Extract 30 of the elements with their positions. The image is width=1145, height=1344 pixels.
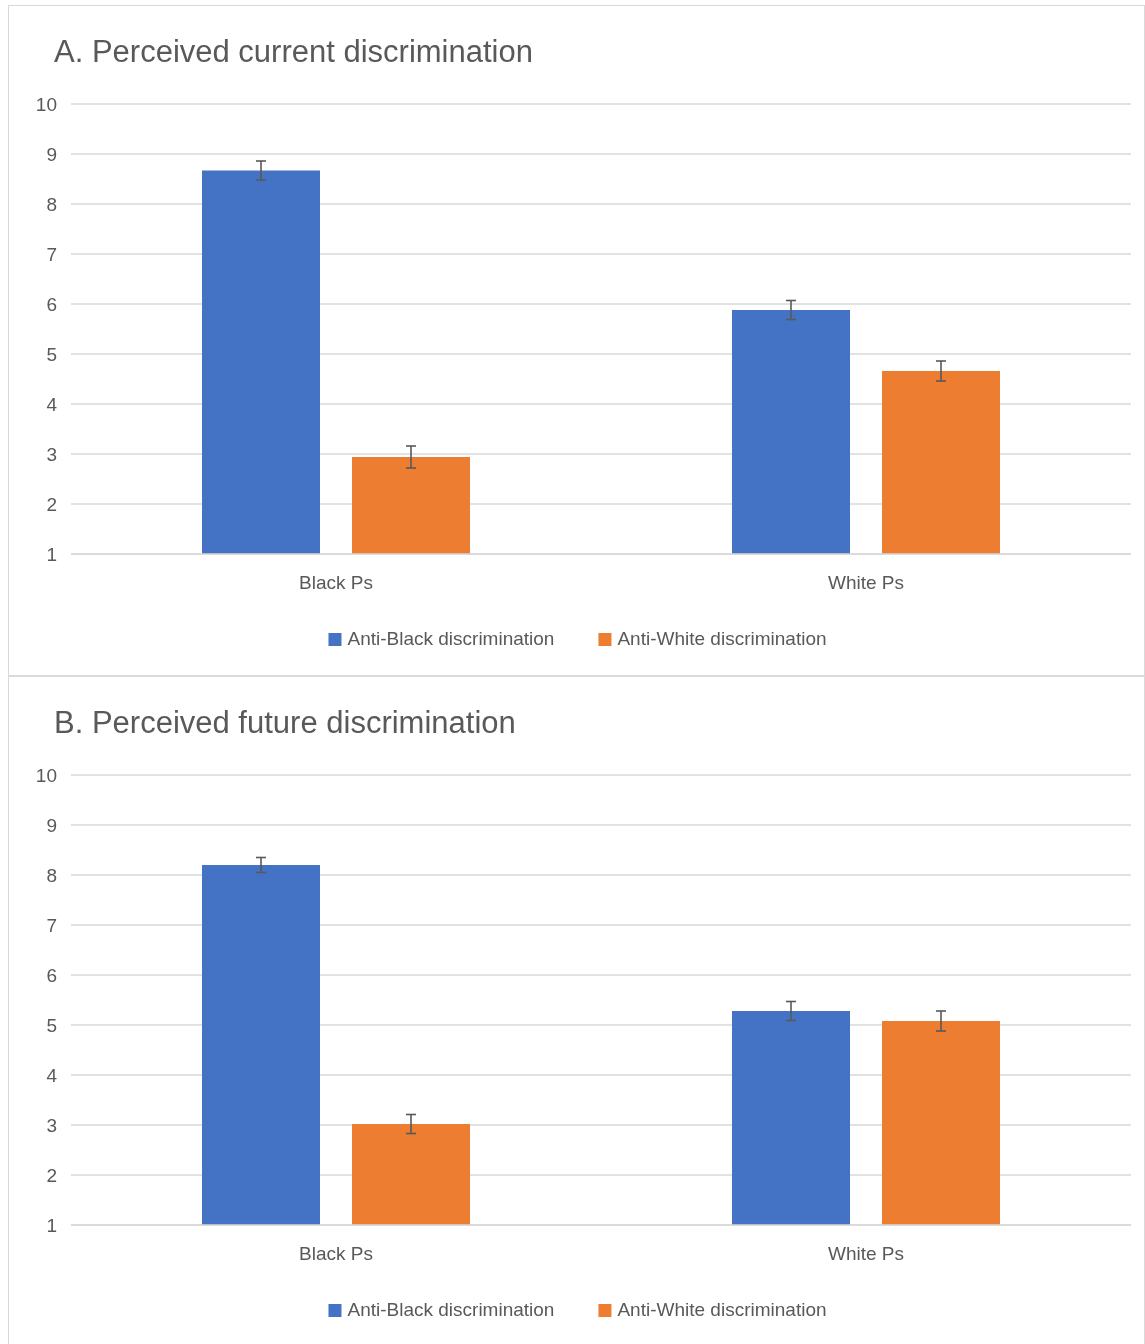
- y-tick-label: 1: [46, 543, 57, 565]
- x-tick-label: White Ps: [827, 572, 905, 594]
- y-tick-label: 3: [46, 443, 57, 465]
- y-tick-label: 7: [46, 243, 57, 265]
- y-tick-label: 8: [46, 193, 57, 215]
- y-tick-label: 3: [46, 1114, 57, 1136]
- legend-label: Anti-Black discrimination: [347, 1299, 555, 1320]
- y-tick-label: 9: [46, 814, 57, 836]
- y-tick-label: 5: [46, 343, 57, 365]
- y-tick-label: 6: [46, 293, 57, 315]
- y-tick-label: 8: [46, 864, 57, 886]
- x-tick-label: Black Ps: [299, 1243, 373, 1265]
- y-tick-label: 5: [46, 1014, 57, 1036]
- x-tick-label: Black Ps: [299, 572, 373, 594]
- y-tick-label: 10: [35, 93, 57, 115]
- y-tick-label: 4: [46, 1064, 58, 1086]
- y-tick-label: 10: [35, 764, 57, 786]
- y-tick-label: 9: [46, 143, 57, 165]
- chart-title: B. Perceived future discrimination: [54, 705, 516, 740]
- y-tick-label: 4: [46, 393, 58, 415]
- x-tick-label: White Ps: [827, 1243, 905, 1265]
- y-tick-label: 2: [46, 1164, 57, 1186]
- y-tick-label: 2: [46, 493, 57, 515]
- legend-label: Anti-White discrimination: [617, 628, 827, 649]
- chart-title: A. Perceived current discrimination: [54, 34, 533, 69]
- legend-label: Anti-White discrimination: [617, 1299, 827, 1320]
- y-tick-label: 6: [46, 964, 57, 986]
- legend-label: Anti-Black discrimination: [347, 628, 555, 649]
- y-tick-label: 7: [46, 914, 57, 936]
- y-tick-label: 1: [46, 1214, 57, 1236]
